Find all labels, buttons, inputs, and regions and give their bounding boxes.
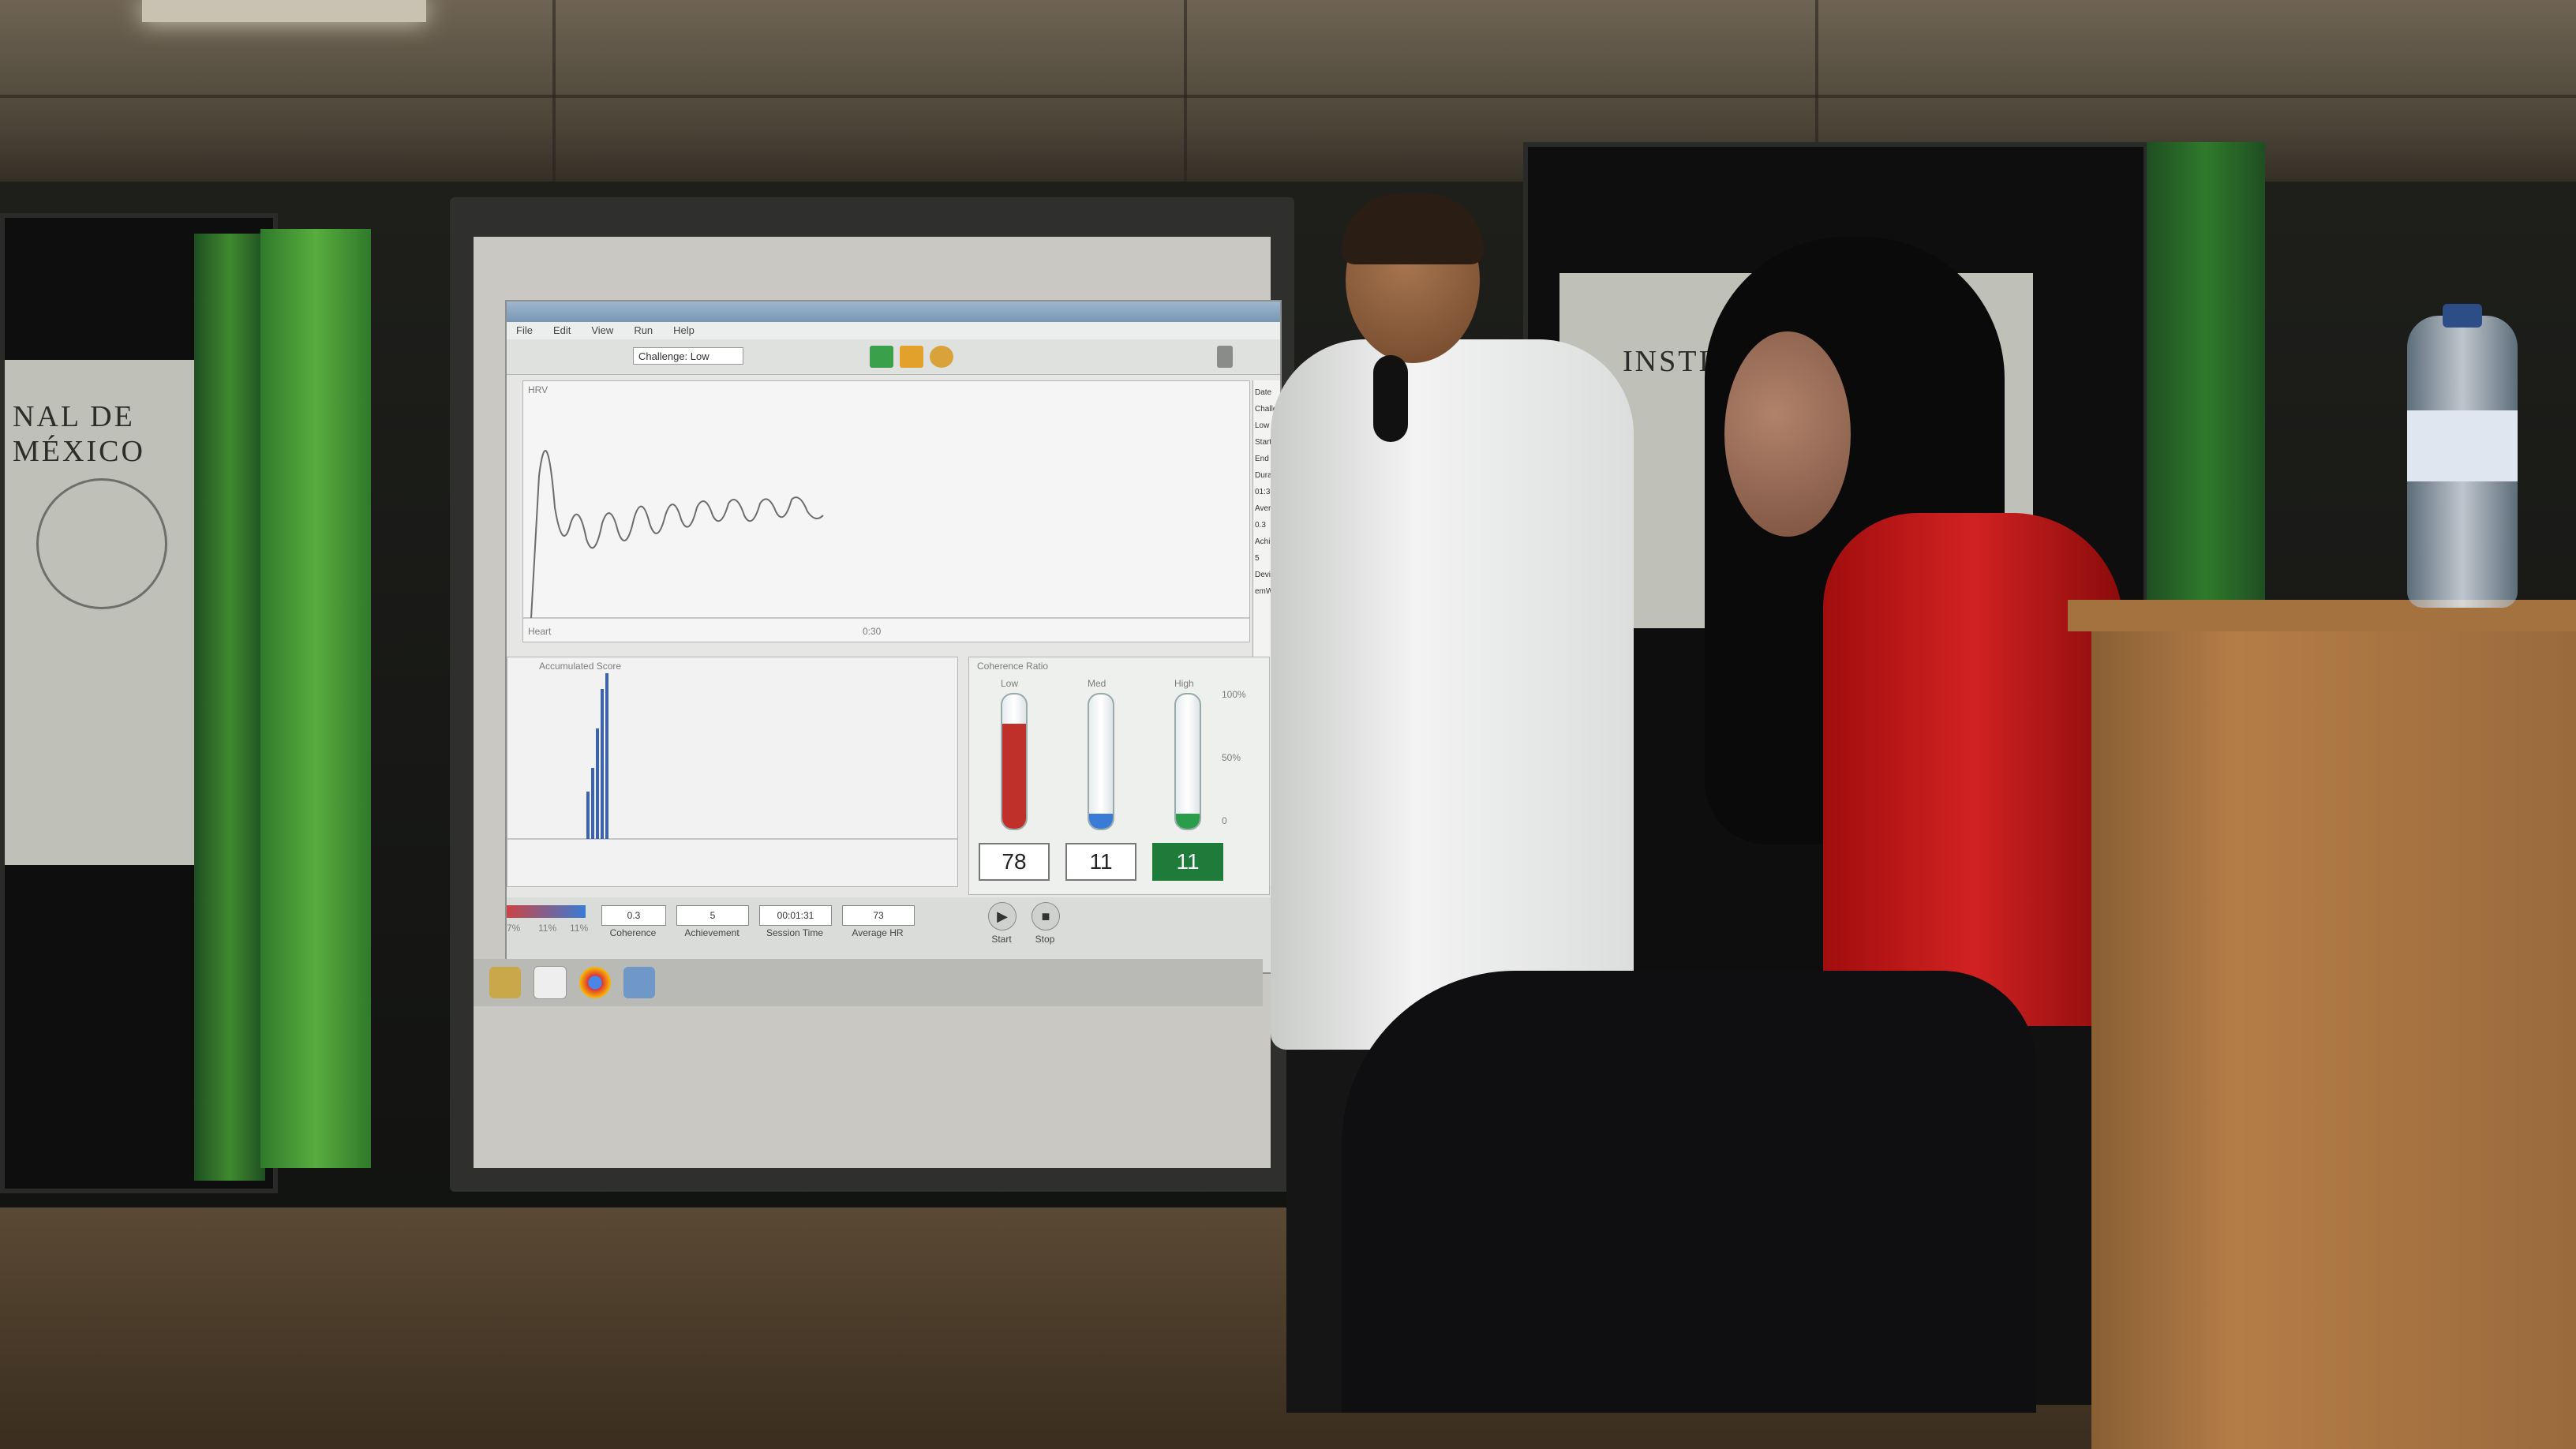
- stop-label: Stop: [1035, 934, 1055, 945]
- emwave-app-window: File Edit View Run Help Challenge: Low H…: [505, 300, 1282, 974]
- coherence-ratio-title: Coherence Ratio: [977, 661, 1049, 672]
- pct-left: 7%: [507, 923, 521, 934]
- left-banner-text: NAL DE MÉXICO: [13, 400, 145, 468]
- side-panel-line: Device: [1255, 571, 1279, 579]
- side-panel-line: Low: [1255, 421, 1270, 430]
- left-banner-green-stripe: [194, 234, 265, 1181]
- bars-icon[interactable]: [870, 346, 893, 368]
- accumulated-chart-title: Accumulated Score: [539, 661, 622, 672]
- bottle-cap: [2443, 304, 2482, 328]
- average-hr-value: 73: [842, 905, 915, 926]
- participant-red-shirt: [1823, 513, 2123, 1026]
- ceiling-tile-line: [1184, 0, 1187, 182]
- side-panel-line: emWave: [1255, 587, 1280, 596]
- green-stripe-panel: [260, 229, 371, 1168]
- folder-icon[interactable]: [489, 967, 521, 998]
- participant-legs: [1342, 971, 2036, 1413]
- stop-button[interactable]: ■: [1032, 902, 1060, 930]
- scale-100: 100%: [1222, 689, 1246, 700]
- pct-right: 11%: [570, 923, 589, 934]
- tube-label-low: Low: [1001, 678, 1019, 689]
- tube-low-fill: [1002, 724, 1026, 829]
- presenter-hair: [1342, 193, 1484, 264]
- side-panel-line: 0.3: [1255, 521, 1266, 530]
- left-banner: NAL DE MÉXICO: [0, 213, 278, 1193]
- ceiling-tile-line: [552, 0, 556, 182]
- med-count: 11: [1065, 843, 1136, 881]
- tube-high: [1174, 693, 1201, 830]
- ceiling-tile-line: [1815, 0, 1818, 182]
- app-titlebar: [507, 301, 1280, 322]
- menu-help[interactable]: Help: [673, 324, 695, 336]
- tube-low: [1001, 693, 1028, 830]
- balloon-icon[interactable]: [930, 346, 953, 368]
- hrv-chart-title: HRV: [528, 384, 549, 395]
- tube-label-high: High: [1174, 678, 1194, 689]
- low-count: 78: [979, 843, 1050, 881]
- side-panel-line: Achiev: [1255, 537, 1279, 546]
- coherence-ratio-panel: Coherence Ratio Low Med High 100% 50% 0 …: [968, 657, 1270, 895]
- left-banner-white-area: [5, 360, 210, 865]
- presenter-lab-coat: [1271, 339, 1634, 1050]
- toolbar: Challenge: Low: [507, 339, 1280, 375]
- pct-mid: 11%: [538, 923, 557, 934]
- start-button[interactable]: ▶: [988, 902, 1017, 930]
- hrv-x-left-label: Heart: [528, 626, 552, 637]
- session-time-value: 00:01:31: [759, 905, 832, 926]
- heart-icon[interactable]: [900, 346, 923, 368]
- wooden-podium: [2091, 608, 2576, 1449]
- seal-emblem: [36, 478, 167, 609]
- achievement-value: 5: [676, 905, 749, 926]
- coherence-label: Coherence: [609, 927, 657, 938]
- menu-run[interactable]: Run: [634, 324, 653, 336]
- session-time-label: Session Time: [766, 927, 824, 938]
- achievement-label: Achievement: [684, 927, 739, 938]
- tube-label-med: Med: [1088, 678, 1106, 689]
- ceiling-light: [142, 0, 426, 22]
- coherence-value: 0.3: [601, 905, 666, 926]
- hrv-x-mid-label: 0:30: [863, 626, 882, 637]
- participant-face: [1724, 331, 1851, 537]
- scale-0: 0: [1222, 815, 1227, 826]
- side-panel-line: 01:31: [1255, 488, 1275, 496]
- accumulated-bars: [507, 673, 957, 840]
- side-panel-line: Challenge: [1255, 405, 1280, 414]
- document-icon[interactable]: [534, 966, 567, 999]
- side-panel-line: End T: [1255, 455, 1276, 463]
- menu-file[interactable]: File: [516, 324, 533, 336]
- side-panel-line: 5: [1255, 554, 1260, 563]
- start-label: Start: [991, 934, 1012, 945]
- side-panel-line: Durati: [1255, 471, 1276, 480]
- high-count: 11: [1152, 843, 1223, 881]
- taskbar: [474, 959, 1263, 1006]
- menu-edit[interactable]: Edit: [552, 324, 571, 336]
- tube-med: [1088, 693, 1114, 830]
- menu-bar: File Edit View Run Help: [507, 322, 1280, 339]
- average-hr-label: Average HR: [852, 927, 904, 938]
- bottle-label: [2407, 410, 2518, 481]
- chrome-icon[interactable]: [579, 967, 611, 998]
- hrv-chart: HRV Heart 0:30: [522, 380, 1250, 642]
- tube-med-fill: [1089, 814, 1113, 829]
- hrv-waveform: [523, 450, 1249, 619]
- tube-high-fill: [1176, 814, 1200, 829]
- challenge-select[interactable]: Challenge: Low: [633, 347, 743, 365]
- accumulated-score-chart: Accumulated Score: [507, 657, 958, 887]
- emwave-icon[interactable]: [623, 967, 655, 998]
- side-panel-line: Date: [1255, 388, 1272, 397]
- menu-view[interactable]: View: [591, 324, 614, 336]
- ceiling-tile-line: [0, 95, 2576, 98]
- side-panel-line: Start T: [1255, 438, 1279, 447]
- settings-icon[interactable]: [1217, 346, 1233, 368]
- ratio-progress-bar: [507, 905, 586, 918]
- side-panel-line: Average: [1255, 504, 1282, 513]
- scale-50: 50%: [1222, 752, 1241, 763]
- microphone: [1373, 355, 1408, 442]
